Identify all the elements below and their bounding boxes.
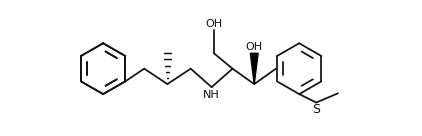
Text: OH: OH <box>246 42 263 52</box>
Text: NH: NH <box>203 90 220 100</box>
Text: S: S <box>312 103 320 116</box>
Polygon shape <box>250 53 258 84</box>
Text: OH: OH <box>206 19 222 29</box>
